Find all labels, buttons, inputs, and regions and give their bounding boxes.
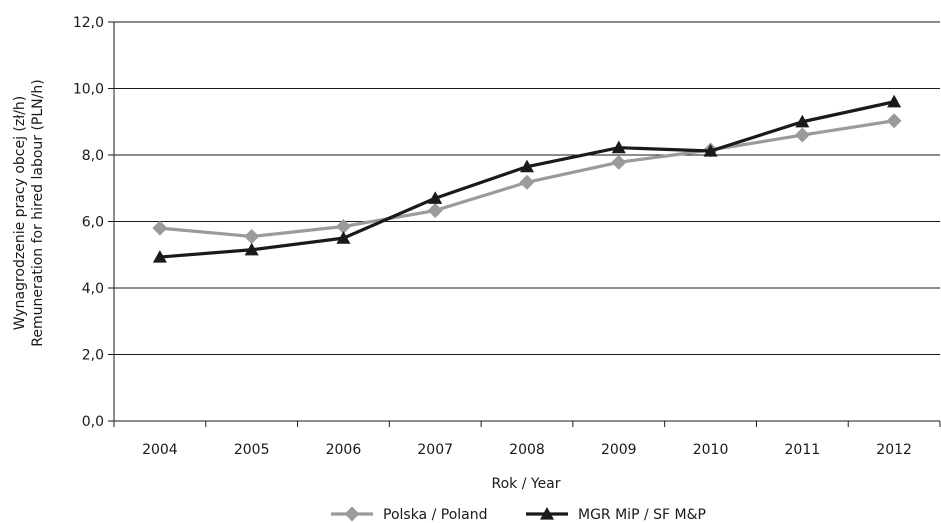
data-point [795,114,810,128]
y-axis-title-line-2: Remuneration for hired labour (PLN/h) [30,79,46,346]
x-tick-label: 2010 [693,442,729,458]
data-point [611,140,626,154]
data-point [335,218,351,234]
y-tick-labels: 0,0 2,0 4,0 6,0 8,0 10,0 12,0 [73,15,104,430]
y-tick-label: 10,0 [73,82,104,98]
data-point [887,94,902,108]
x-tick-label: 2007 [417,442,453,458]
data-point [520,159,534,173]
data-point [244,228,260,244]
axes [108,21,941,427]
x-tick-label: 2004 [142,442,178,458]
legend-marker [344,506,360,522]
series-group [152,94,902,263]
data-point [703,144,718,157]
y-tick-label: 12,0 [73,15,104,31]
x-tick-label: 2012 [876,442,912,458]
data-point [427,203,443,219]
x-tick-label: 2011 [785,442,821,458]
series-1 [152,94,902,263]
x-tick-label: 2006 [326,442,362,458]
data-point [794,127,810,143]
x-tick-label: 2008 [509,442,545,458]
y-tick-label: 4,0 [82,281,104,297]
legend-label: Polska / Poland [383,507,488,523]
x-tick-label: 2009 [601,442,637,458]
data-point [336,231,351,244]
legend-marker [540,507,554,520]
legend-item: MGR MiP / SF M&P [526,507,706,523]
y-tick-label: 2,0 [82,348,104,364]
legend: Polska / Poland MGR MiP / SF M&P [331,506,706,523]
x-axis-title: Rok / Year [491,476,560,492]
data-point [886,113,902,129]
series-0 [152,113,902,244]
x-tick-labels: 2004 2005 2006 2007 2008 2009 2010 2011 2012 [142,442,912,458]
data-point [152,250,167,263]
y-axis-title: Wynagrodzenie pracy obcej (zł/h) Remuner… [12,79,46,346]
legend-label: MGR MiP / SF M&P [578,507,706,523]
y-tick-label: 0,0 [82,414,104,430]
data-point [611,154,627,170]
legend-item: Polska / Poland [331,506,488,523]
y-tick-label: 8,0 [82,148,104,164]
data-point [428,191,443,204]
data-point [244,242,259,256]
y-tick-label: 6,0 [82,215,104,231]
grid-lines [114,21,940,422]
y-axis-title-line-1: Wynagrodzenie pracy obcej (zł/h) [12,96,28,331]
data-point [519,174,535,190]
x-tick-label: 2005 [234,442,270,458]
data-point [152,220,168,236]
